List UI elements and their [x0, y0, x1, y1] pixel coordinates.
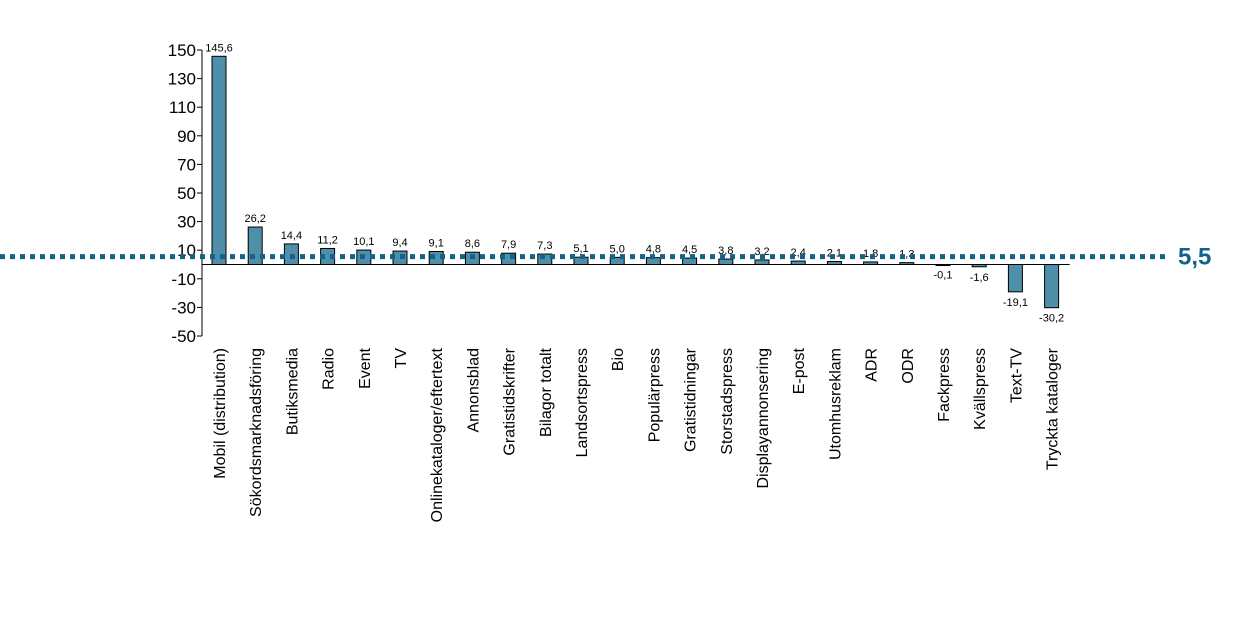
category-label: Kvällspress — [972, 348, 989, 430]
reference-line: 5,5 — [0, 244, 1211, 271]
data-label: 9,4 — [392, 237, 407, 249]
category-label: Mobil (distribution) — [212, 348, 229, 479]
data-label: 3,8 — [718, 245, 733, 257]
data-label: 26,2 — [244, 213, 265, 225]
bar — [826, 260, 842, 266]
category-label: Gratistidskrifter — [502, 347, 519, 455]
bar — [682, 257, 698, 266]
category-label: Radio — [321, 348, 338, 390]
bar — [609, 256, 625, 266]
bar — [790, 260, 806, 265]
category-label: Sökordsmarknadsföring — [248, 348, 265, 517]
value-labels: 145,6 26,2 14,4 11,2 10,1 9,4 9,1 8,6 7,9 7,3 5,1 5… — [205, 42, 1064, 324]
y-tick-label: 70 — [177, 155, 196, 174]
data-label: -30,2 — [1039, 313, 1064, 325]
data-label: 4,5 — [682, 244, 697, 256]
data-label: 10,1 — [353, 236, 374, 248]
y-tick-label: 150 — [168, 41, 196, 60]
bar — [971, 264, 987, 268]
category-label: Bio — [610, 348, 627, 371]
data-label: -19,1 — [1003, 297, 1028, 309]
y-tick-label: 90 — [177, 127, 196, 146]
category-label: Tryckta kataloger — [1045, 347, 1062, 470]
category-label: Event — [357, 347, 374, 388]
category-label: Fackpress — [936, 348, 953, 422]
bar — [718, 258, 734, 266]
bar — [863, 261, 879, 265]
data-label: 4,8 — [646, 244, 661, 256]
data-label: 11,2 — [317, 234, 338, 246]
category-label: Bilagor totalt — [538, 347, 555, 436]
y-tick-label: 50 — [177, 184, 196, 203]
category-label: Onlinekataloger/eftertext — [429, 347, 446, 522]
bar — [537, 253, 553, 266]
category-label: Displayannonsering — [755, 348, 772, 489]
category-label: Landsortspress — [574, 348, 591, 457]
data-label: 7,9 — [501, 239, 516, 251]
data-label: 5,0 — [610, 243, 625, 255]
category-label: ADR — [864, 348, 881, 382]
category-label: Gratistidningar — [683, 347, 700, 452]
y-tick-label: 110 — [169, 98, 196, 117]
data-label: 3,2 — [754, 246, 769, 258]
data-label: -0,1 — [934, 270, 953, 282]
data-label: 9,1 — [429, 237, 444, 249]
category-label: Storstadspress — [719, 348, 736, 455]
category-label: Butiksmedia — [284, 348, 301, 435]
average-label: 5,5 — [1178, 244, 1211, 271]
category-label: TV — [393, 348, 410, 369]
category-label: Annonsblad — [465, 348, 482, 433]
data-label: 8,6 — [465, 238, 480, 250]
bar — [211, 55, 227, 265]
y-tick-label: -50 — [171, 327, 196, 346]
data-label: -1,6 — [970, 272, 989, 284]
category-label: Utomhusreklam — [827, 348, 844, 460]
bar — [1007, 264, 1023, 293]
y-tick-label: 130 — [168, 70, 196, 89]
category-label: ODR — [900, 348, 917, 384]
data-label: 7,3 — [537, 240, 552, 252]
bar — [899, 262, 915, 265]
y-tick-label: -10 — [171, 270, 196, 289]
y-tick-label: 30 — [177, 213, 196, 232]
category-labels: Mobil (distribution) Sökordsmarknadsförin… — [212, 347, 1062, 522]
bar — [935, 264, 951, 266]
data-label: 145,6 — [205, 42, 233, 54]
category-label: E-post — [791, 347, 808, 394]
category-label: Populärpress — [646, 348, 663, 442]
category-label: Text-TV — [1008, 348, 1025, 403]
bars — [211, 55, 1060, 309]
bar — [1044, 264, 1060, 309]
bar — [754, 259, 770, 266]
data-label: 5,1 — [573, 243, 588, 255]
y-tick-label: -30 — [171, 298, 196, 317]
data-label: 14,4 — [281, 230, 302, 242]
